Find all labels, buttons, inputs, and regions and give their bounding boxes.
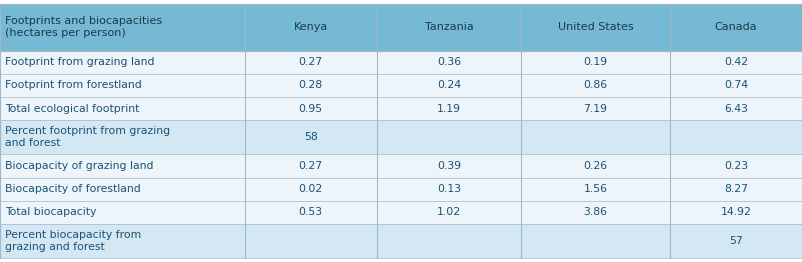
Bar <box>0 178 245 201</box>
Bar <box>521 201 670 224</box>
Bar <box>670 4 802 51</box>
Bar <box>670 97 802 120</box>
Text: 0.24: 0.24 <box>437 80 461 90</box>
Bar <box>521 178 670 201</box>
Text: 1.19: 1.19 <box>437 104 461 114</box>
Text: Total ecological footprint: Total ecological footprint <box>5 104 140 114</box>
Text: Kenya: Kenya <box>294 22 328 32</box>
Bar <box>377 4 521 51</box>
Bar <box>0 51 245 74</box>
Bar <box>670 201 802 224</box>
Text: 0.27: 0.27 <box>298 57 323 67</box>
Text: Footprint from grazing land: Footprint from grazing land <box>5 57 155 67</box>
Bar <box>245 201 377 224</box>
Bar <box>0 120 245 154</box>
Bar <box>521 51 670 74</box>
Bar <box>670 51 802 74</box>
Bar <box>0 4 245 51</box>
Bar <box>521 97 670 120</box>
Bar <box>0 74 245 97</box>
Text: 7.19: 7.19 <box>584 104 607 114</box>
Text: 1.56: 1.56 <box>584 184 607 194</box>
Bar <box>377 201 521 224</box>
Text: 0.74: 0.74 <box>723 80 748 90</box>
Text: 0.39: 0.39 <box>437 161 461 171</box>
Text: 0.36: 0.36 <box>437 57 461 67</box>
Text: Total biocapacity: Total biocapacity <box>5 208 96 217</box>
Text: Percent footprint from grazing
and forest: Percent footprint from grazing and fores… <box>5 127 170 148</box>
Text: 14.92: 14.92 <box>720 208 751 217</box>
Bar <box>245 178 377 201</box>
Text: 57: 57 <box>729 236 743 246</box>
Bar <box>377 51 521 74</box>
Bar <box>521 224 670 258</box>
Bar <box>0 224 245 258</box>
Text: 0.13: 0.13 <box>437 184 461 194</box>
Bar <box>245 120 377 154</box>
Bar <box>521 4 670 51</box>
Bar <box>245 74 377 97</box>
Bar <box>670 154 802 178</box>
Bar <box>377 97 521 120</box>
Text: 6.43: 6.43 <box>724 104 747 114</box>
Bar <box>521 154 670 178</box>
Text: United States: United States <box>557 22 634 32</box>
Bar <box>245 4 377 51</box>
Bar <box>670 120 802 154</box>
Bar <box>245 51 377 74</box>
Text: 0.26: 0.26 <box>583 161 608 171</box>
Text: 0.28: 0.28 <box>298 80 323 90</box>
Bar <box>670 178 802 201</box>
Bar <box>521 120 670 154</box>
Text: 58: 58 <box>304 132 318 142</box>
Bar <box>377 178 521 201</box>
Bar <box>377 74 521 97</box>
Text: 0.19: 0.19 <box>583 57 608 67</box>
Text: 0.23: 0.23 <box>723 161 748 171</box>
Text: 1.02: 1.02 <box>437 208 461 217</box>
Text: 0.27: 0.27 <box>298 161 323 171</box>
Bar <box>521 74 670 97</box>
Text: Footprint from forestland: Footprint from forestland <box>5 80 142 90</box>
Text: Canada: Canada <box>715 22 757 32</box>
Text: 0.53: 0.53 <box>298 208 323 217</box>
Bar <box>245 154 377 178</box>
Text: 3.86: 3.86 <box>584 208 607 217</box>
Text: Biocapacity of forestland: Biocapacity of forestland <box>5 184 140 194</box>
Bar <box>0 201 245 224</box>
Bar <box>245 97 377 120</box>
Text: Tanzania: Tanzania <box>425 22 473 32</box>
Bar <box>0 97 245 120</box>
Text: 0.95: 0.95 <box>298 104 323 114</box>
Bar <box>377 154 521 178</box>
Bar <box>670 74 802 97</box>
Bar <box>377 120 521 154</box>
Text: 0.86: 0.86 <box>583 80 608 90</box>
Text: Percent biocapacity from
grazing and forest: Percent biocapacity from grazing and for… <box>5 230 141 252</box>
Text: 8.27: 8.27 <box>724 184 747 194</box>
Text: Footprints and biocapacities
(hectares per person): Footprints and biocapacities (hectares p… <box>5 17 162 38</box>
Text: Biocapacity of grazing land: Biocapacity of grazing land <box>5 161 153 171</box>
Bar <box>245 224 377 258</box>
Bar <box>670 224 802 258</box>
Text: 0.42: 0.42 <box>723 57 748 67</box>
Bar <box>377 224 521 258</box>
Bar <box>0 154 245 178</box>
Text: 0.02: 0.02 <box>298 184 323 194</box>
